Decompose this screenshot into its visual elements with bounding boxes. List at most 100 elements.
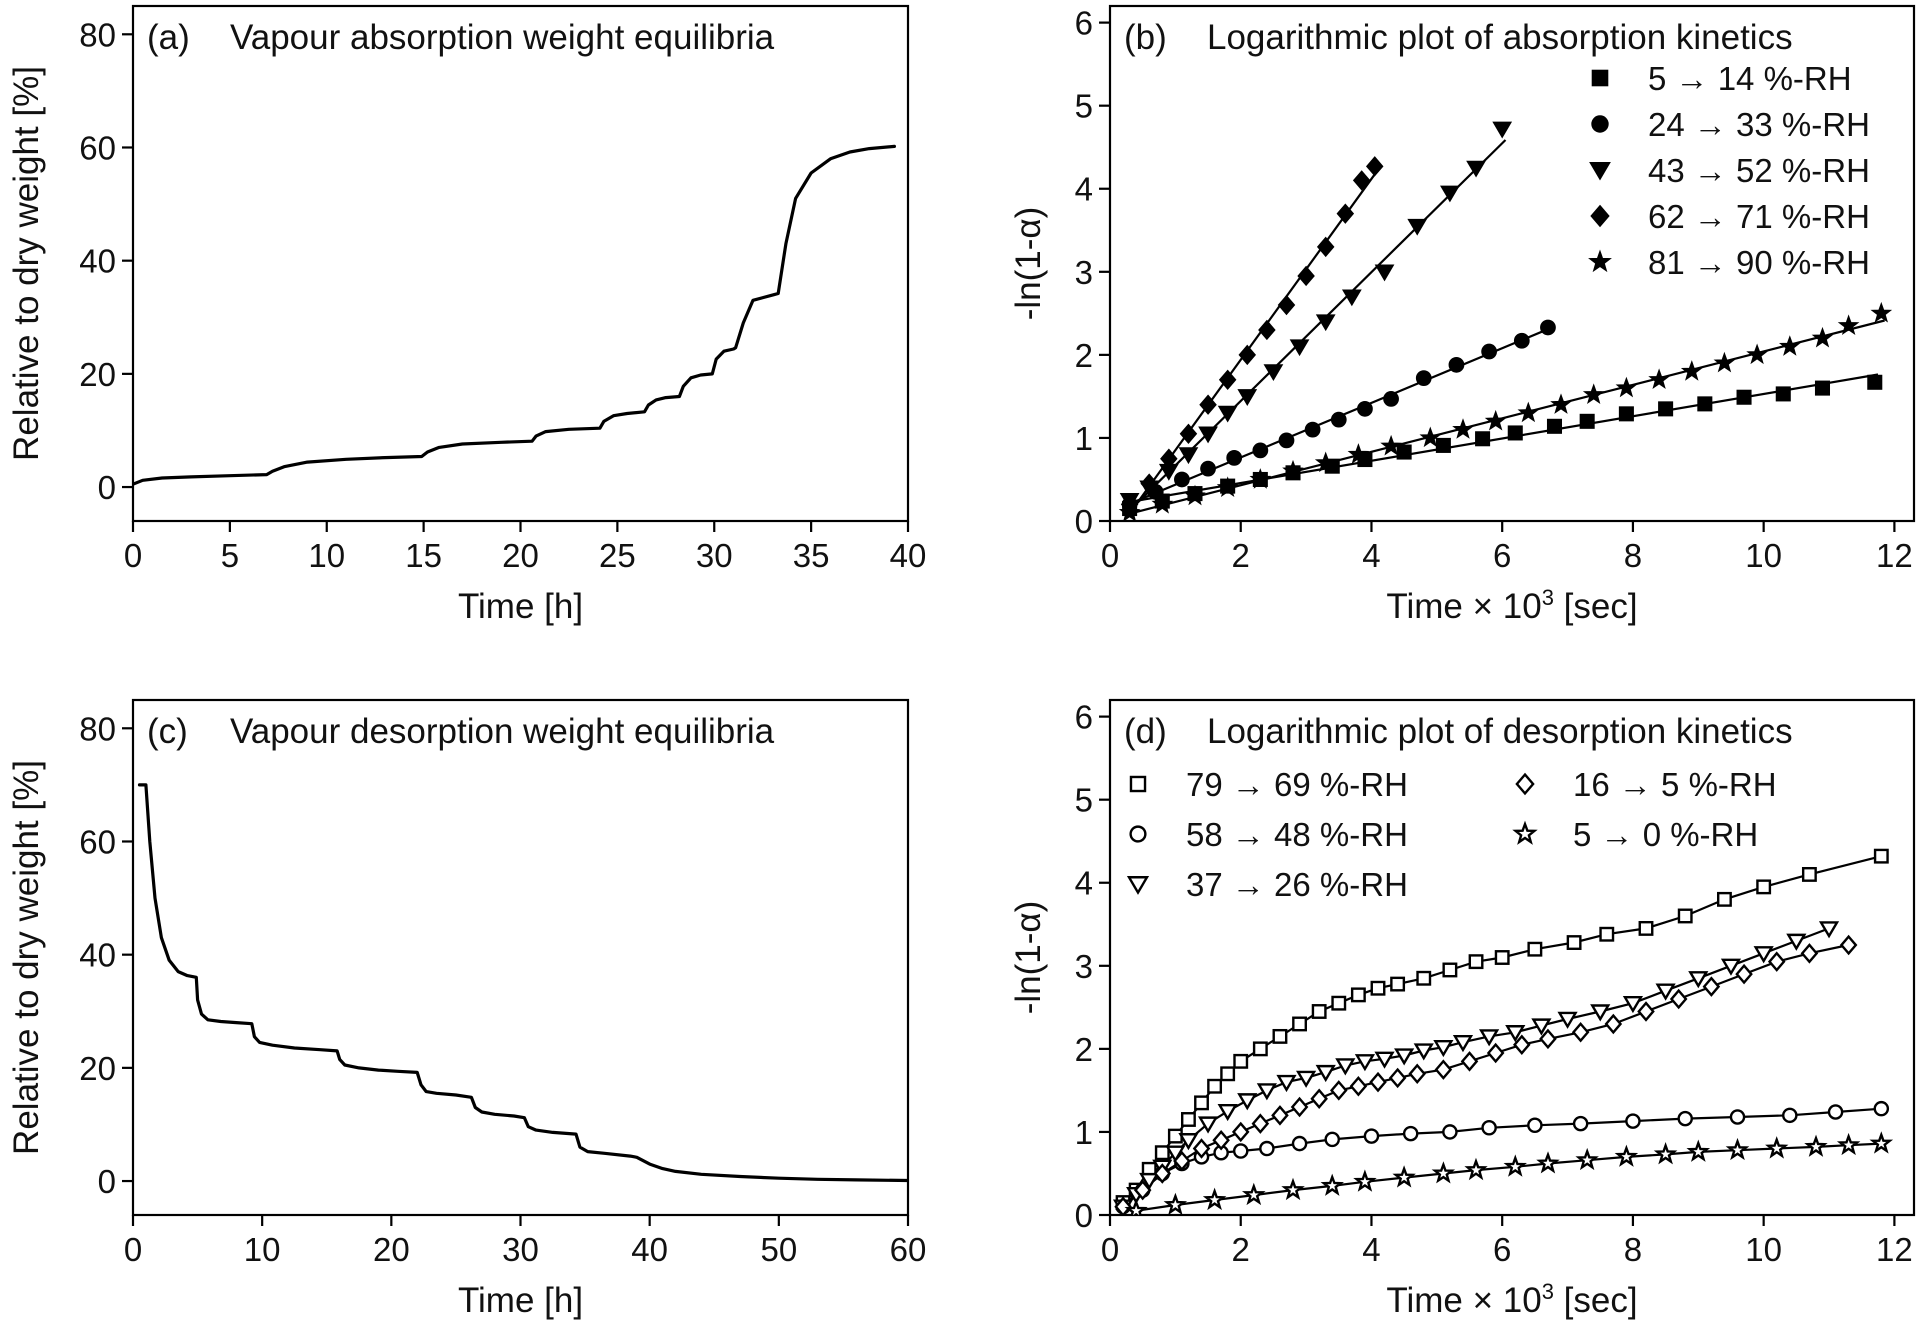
data-point [1767, 951, 1786, 972]
data-point [1341, 289, 1362, 307]
data-point [1347, 443, 1370, 464]
data-point [1614, 1144, 1639, 1167]
data-point [1252, 1041, 1268, 1057]
data-point [1263, 364, 1284, 382]
x-axis-label-exponent: 3 [1542, 585, 1554, 610]
data-point [1324, 1131, 1341, 1148]
x-tick-label: 6 [1493, 1231, 1511, 1268]
data-point [1735, 963, 1753, 985]
legend-marker [1129, 775, 1147, 793]
data-point [1658, 401, 1674, 417]
data-point [1870, 301, 1893, 323]
data-point [1297, 265, 1315, 287]
data-point [1290, 1096, 1309, 1118]
data-point [1271, 1105, 1289, 1126]
data-point [1622, 995, 1644, 1014]
data-point [1725, 1137, 1750, 1161]
data-point [1433, 1040, 1454, 1058]
data-point [1765, 1136, 1789, 1159]
data-point [1579, 413, 1595, 429]
data-point [1648, 368, 1670, 390]
data-point [1590, 1004, 1611, 1022]
data-point [1836, 1132, 1861, 1156]
data-point [1599, 926, 1615, 942]
data-point [1736, 389, 1752, 405]
data-point [1202, 1187, 1227, 1211]
data-point [1352, 170, 1371, 191]
data-point [1315, 1064, 1336, 1083]
series-fit-line [1126, 319, 1885, 516]
y-tick-label: 6 [1075, 699, 1093, 736]
data-point [1517, 401, 1540, 423]
x-tick-label: 10 [244, 1231, 281, 1268]
y-tick-label: 1 [1075, 420, 1093, 457]
data-point [1531, 1018, 1552, 1036]
data-point [1151, 493, 1174, 514]
legend-label: 5 → 0 %-RH [1573, 816, 1758, 853]
data-point [1778, 335, 1801, 356]
y-tick-label: 80 [79, 16, 116, 53]
series-fit-line [1122, 1107, 1882, 1208]
x-tick-label: 25 [599, 537, 636, 574]
data-point [1527, 941, 1543, 957]
data-point [1282, 459, 1304, 481]
data-point [1218, 369, 1237, 391]
data-point [1697, 396, 1713, 412]
data-point [1746, 343, 1768, 365]
data-point [1174, 471, 1190, 488]
legend-label: 16 → 5 %-RH [1573, 766, 1777, 803]
series-line [137, 783, 908, 1183]
series-fit-line [1126, 373, 1879, 504]
y-tick-label: 40 [79, 937, 116, 974]
data-point [1139, 1172, 1160, 1191]
data-point [1618, 406, 1634, 422]
data-point [1867, 374, 1883, 390]
x-tick-label: 60 [890, 1231, 927, 1268]
data-point [1677, 908, 1693, 924]
x-axis-label-main: Time × 10 [1386, 587, 1541, 626]
data-point [1335, 1058, 1356, 1076]
legend-label: 5 → 14 %-RH [1648, 60, 1852, 97]
data-point [1540, 319, 1556, 336]
data-point [1513, 1034, 1531, 1055]
data-point [1503, 1154, 1527, 1177]
chart-panel-1: 0 5 10 15 20 25 30 35 40 0 20 40 60 80 Time [h] Relativ… [7, 4, 926, 626]
data-point [1818, 921, 1840, 939]
x-axis-label: Time [h] [458, 587, 583, 626]
x-tick-label: 4 [1362, 1231, 1380, 1268]
data-point [1827, 1104, 1844, 1120]
y-axis-label: Relative to dry weight [%] [7, 66, 46, 461]
data-point [1390, 976, 1406, 992]
data-point [1178, 1133, 1199, 1151]
x-tick-label: 0 [124, 537, 142, 574]
data-point [1124, 1198, 1148, 1215]
data-point [1233, 1053, 1249, 1069]
data-point [1154, 1145, 1170, 1161]
plot-frame [1108, 4, 1916, 523]
data-point [1716, 891, 1732, 907]
data-point [1200, 460, 1216, 477]
y-tick-label: 1 [1075, 1114, 1093, 1151]
data-point [1217, 405, 1238, 423]
y-tick-label: 4 [1075, 171, 1093, 208]
data-point [1311, 1004, 1327, 1019]
legend-marker [1588, 249, 1612, 273]
data-point [1320, 1173, 1344, 1196]
data-point [1435, 437, 1451, 453]
data-point [1178, 447, 1199, 465]
data-point [1460, 1051, 1479, 1072]
x-tick-label: 4 [1362, 537, 1380, 574]
data-point [1452, 1035, 1474, 1053]
data-point [1419, 426, 1442, 448]
chart-panel-3: 0 10 20 30 40 50 60 0 20 40 60 80 Time [h] Relative t… [7, 698, 927, 1320]
data-point [1331, 995, 1347, 1011]
x-tick-label: 12 [1876, 1231, 1913, 1268]
data-point [1804, 1134, 1828, 1157]
data-point [1557, 1011, 1578, 1029]
data-point [1304, 421, 1321, 438]
data-point [1292, 1016, 1308, 1032]
plot-area [133, 144, 896, 486]
data-point [1625, 1113, 1641, 1129]
data-point [1167, 1128, 1183, 1144]
